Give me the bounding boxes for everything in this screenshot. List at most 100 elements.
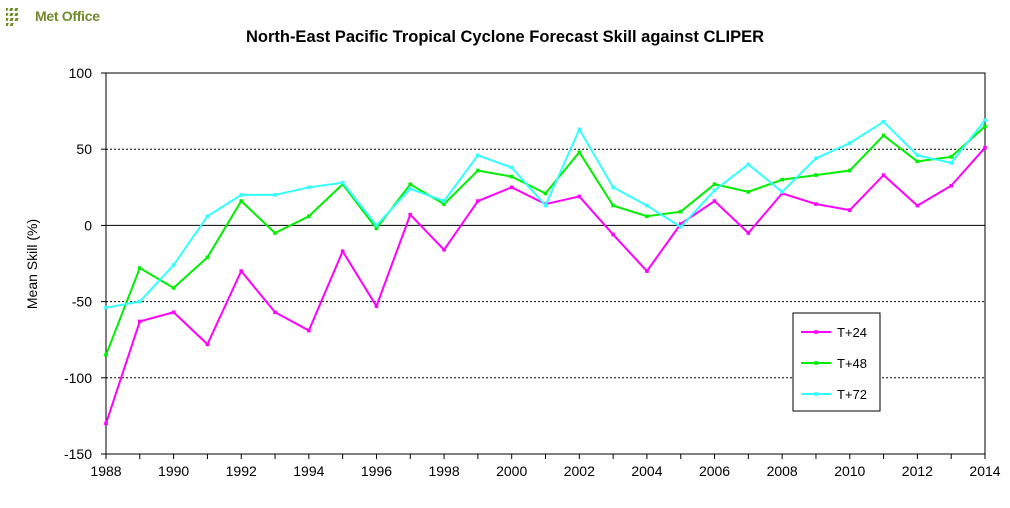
data-point — [949, 183, 953, 188]
data-point — [509, 174, 514, 179]
data-point — [983, 118, 987, 123]
data-point — [847, 208, 852, 212]
data-point — [645, 214, 649, 219]
data-point — [780, 190, 784, 194]
x-tick-label: 2002 — [564, 463, 595, 479]
data-point — [374, 304, 379, 308]
data-point — [915, 203, 920, 208]
y-tick-label: 100 — [69, 65, 93, 81]
x-tick-label: 1988 — [90, 463, 121, 479]
data-point — [273, 231, 277, 235]
data-point — [645, 203, 649, 208]
data-point — [476, 168, 480, 173]
data-point — [983, 124, 987, 129]
met-office-logo: Met Office — [6, 6, 100, 26]
data-point — [374, 223, 379, 228]
data-point — [205, 342, 210, 347]
data-point — [205, 214, 210, 219]
series-T+72 — [104, 118, 987, 310]
data-point — [881, 119, 886, 124]
data-point — [577, 150, 582, 155]
data-point — [476, 153, 480, 158]
data-point — [881, 133, 886, 138]
data-point — [442, 247, 446, 252]
data-point — [509, 185, 514, 190]
data-point — [712, 182, 717, 187]
data-point — [239, 269, 244, 273]
data-point — [712, 199, 717, 203]
y-tick-label: 50 — [76, 141, 92, 157]
data-point — [746, 190, 751, 194]
data-point — [442, 199, 446, 203]
data-point — [915, 159, 920, 164]
data-point — [847, 168, 852, 173]
series-T+48 — [104, 124, 987, 357]
met-office-emblem-icon — [6, 8, 19, 26]
data-point — [307, 328, 311, 333]
data-point — [374, 226, 379, 231]
data-point — [104, 305, 108, 310]
data-point — [645, 269, 649, 273]
data-point — [983, 145, 987, 150]
data-point — [712, 188, 717, 193]
data-point — [307, 214, 311, 219]
data-point — [780, 177, 784, 182]
x-tick-labels: 1988 1990 1992 1994 1996 1998 2000 2002 2004 2006… — [90, 463, 1000, 479]
data-point — [814, 202, 818, 206]
data-point — [273, 193, 277, 197]
data-point — [205, 255, 210, 260]
data-point — [171, 286, 176, 290]
data-point — [611, 203, 615, 208]
x-tick-label: 2004 — [631, 463, 662, 479]
data-point — [814, 173, 818, 177]
data-point — [847, 141, 852, 145]
series-lines — [104, 118, 987, 426]
x-tick-label: 1992 — [226, 463, 257, 479]
data-point — [814, 156, 818, 161]
data-point — [340, 180, 345, 185]
x-tick-label: 2008 — [767, 463, 798, 479]
legend-marker — [814, 330, 818, 334]
legend-label: T+24 — [837, 325, 867, 340]
logo-text: Met Office — [35, 8, 100, 24]
x-tick-label: 2000 — [496, 463, 527, 479]
x-tick-label: 1994 — [293, 463, 324, 479]
data-point — [138, 319, 142, 324]
legend-marker — [814, 361, 818, 365]
data-point — [915, 153, 920, 158]
y-axis-label: Mean Skill (%) — [24, 219, 40, 309]
data-point — [476, 199, 480, 203]
x-tick-label: 1996 — [361, 463, 392, 479]
chart-title: North-East Pacific Tropical Cyclone Fore… — [245, 28, 765, 46]
data-point — [408, 182, 413, 187]
data-point — [239, 193, 244, 197]
data-point — [678, 222, 683, 226]
data-point — [307, 185, 311, 190]
data-point — [104, 353, 108, 357]
data-point — [611, 232, 615, 237]
data-point — [577, 194, 582, 199]
data-point — [543, 191, 548, 196]
data-point — [949, 161, 953, 165]
data-point — [239, 199, 244, 203]
data-point — [171, 263, 176, 267]
x-tick-label: 2006 — [699, 463, 730, 479]
data-point — [340, 249, 345, 254]
data-point — [509, 165, 514, 170]
x-tick-label: 2012 — [902, 463, 933, 479]
data-point — [746, 231, 751, 235]
legend-marker — [814, 392, 818, 396]
data-point — [611, 185, 615, 190]
data-point — [408, 187, 413, 191]
data-point — [138, 266, 142, 270]
legend: T+24 T+48 T+72 — [792, 312, 881, 412]
axes — [101, 72, 986, 459]
x-tick-label: 1990 — [158, 463, 189, 479]
y-tick-label: -50 — [72, 294, 92, 310]
data-point — [104, 421, 108, 426]
data-point — [138, 299, 142, 304]
data-point — [746, 162, 751, 167]
data-point — [408, 212, 413, 217]
data-point — [577, 127, 582, 132]
data-point — [171, 310, 176, 315]
